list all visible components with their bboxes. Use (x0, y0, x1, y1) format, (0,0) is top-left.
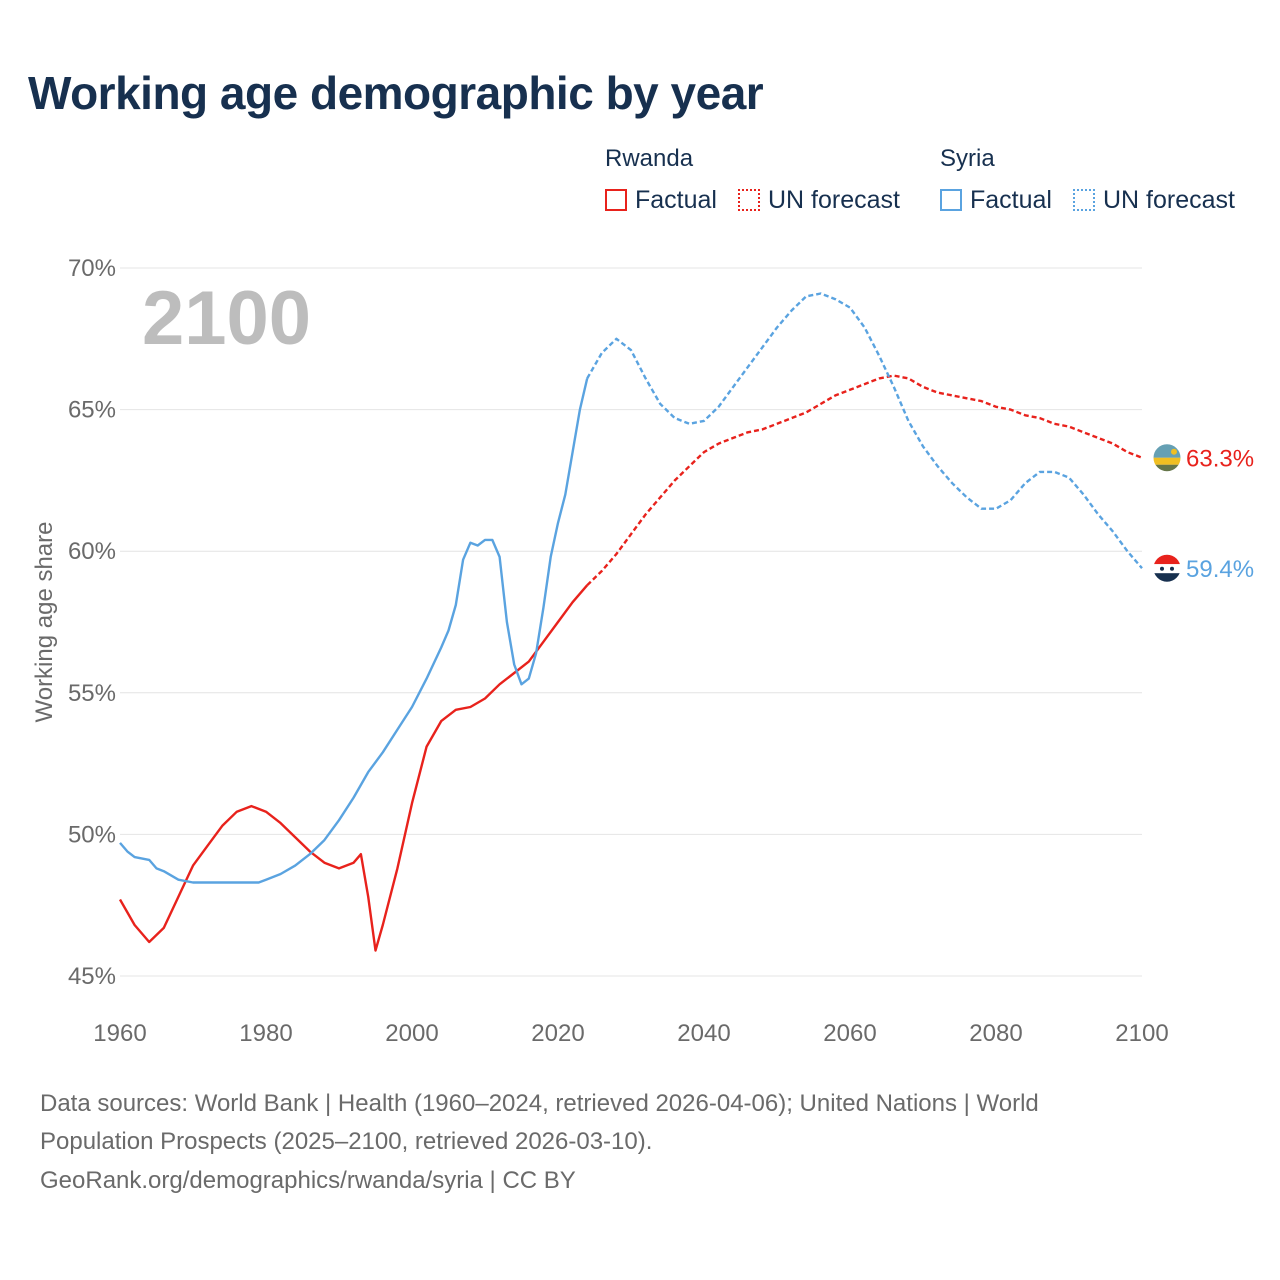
legend-rwanda-forecast[interactable]: UN forecast (738, 185, 900, 215)
legend-syria-forecast[interactable]: UN forecast (1073, 185, 1235, 215)
x-tick-label: 2000 (385, 1020, 438, 1047)
y-tick-label: 45% (68, 963, 116, 990)
legend-label: Factual (970, 185, 1052, 214)
syria-flag (1152, 553, 1182, 583)
y-tick-label: 65% (68, 397, 116, 424)
current-year-label: 2100 (142, 276, 311, 361)
chart-title: Working age demographic by year (28, 67, 764, 119)
series-rwanda-factual-line[interactable] (118, 584, 589, 952)
y-tick-label: 50% (68, 821, 116, 848)
x-tick-label: 1980 (239, 1020, 292, 1047)
y-axis-title: Working age share (31, 522, 58, 723)
source-line-1: Data sources: World Bank | Health (1960–… (40, 1090, 1039, 1117)
series-syria-forecast-line[interactable] (586, 292, 1143, 569)
legend-rwanda-factual[interactable]: Factual (605, 185, 717, 215)
source-url[interactable]: GeoRank.org/demographics/rwanda/syria | … (40, 1167, 576, 1194)
end-label-rwanda: 63.3% (1186, 446, 1254, 473)
legend-country-rwanda: Rwanda (605, 145, 694, 172)
legend-swatch-syria-forecast (1073, 189, 1095, 211)
legend-syria-factual[interactable]: Factual (940, 185, 1052, 215)
x-tick-label: 2100 (1115, 1020, 1168, 1047)
x-tick-label: 2040 (677, 1020, 730, 1047)
source-line-2: Population Prospects (2025–2100, retriev… (40, 1128, 653, 1155)
x-tick-label: 2060 (823, 1020, 876, 1047)
series-rwanda-forecast-line[interactable] (586, 374, 1143, 587)
rwanda-flag (1152, 443, 1182, 473)
legend-swatch-syria-factual (940, 189, 962, 211)
x-tick-label: 2020 (531, 1020, 584, 1047)
y-tick-label: 55% (68, 680, 116, 707)
y-tick-label: 70% (68, 255, 116, 282)
x-tick-label: 2080 (969, 1020, 1022, 1047)
end-label-syria: 59.4% (1186, 556, 1254, 583)
legend-swatch-rwanda-forecast (738, 189, 760, 211)
x-tick-label: 1960 (93, 1020, 146, 1047)
series-syria-factual-line[interactable] (119, 378, 589, 884)
legend-label: Factual (635, 185, 717, 214)
legend-country-syria: Syria (940, 145, 995, 172)
legend-label: UN forecast (1103, 185, 1235, 214)
legend-label: UN forecast (768, 185, 900, 214)
legend-swatch-rwanda-factual (605, 189, 627, 211)
y-tick-label: 60% (68, 538, 116, 565)
